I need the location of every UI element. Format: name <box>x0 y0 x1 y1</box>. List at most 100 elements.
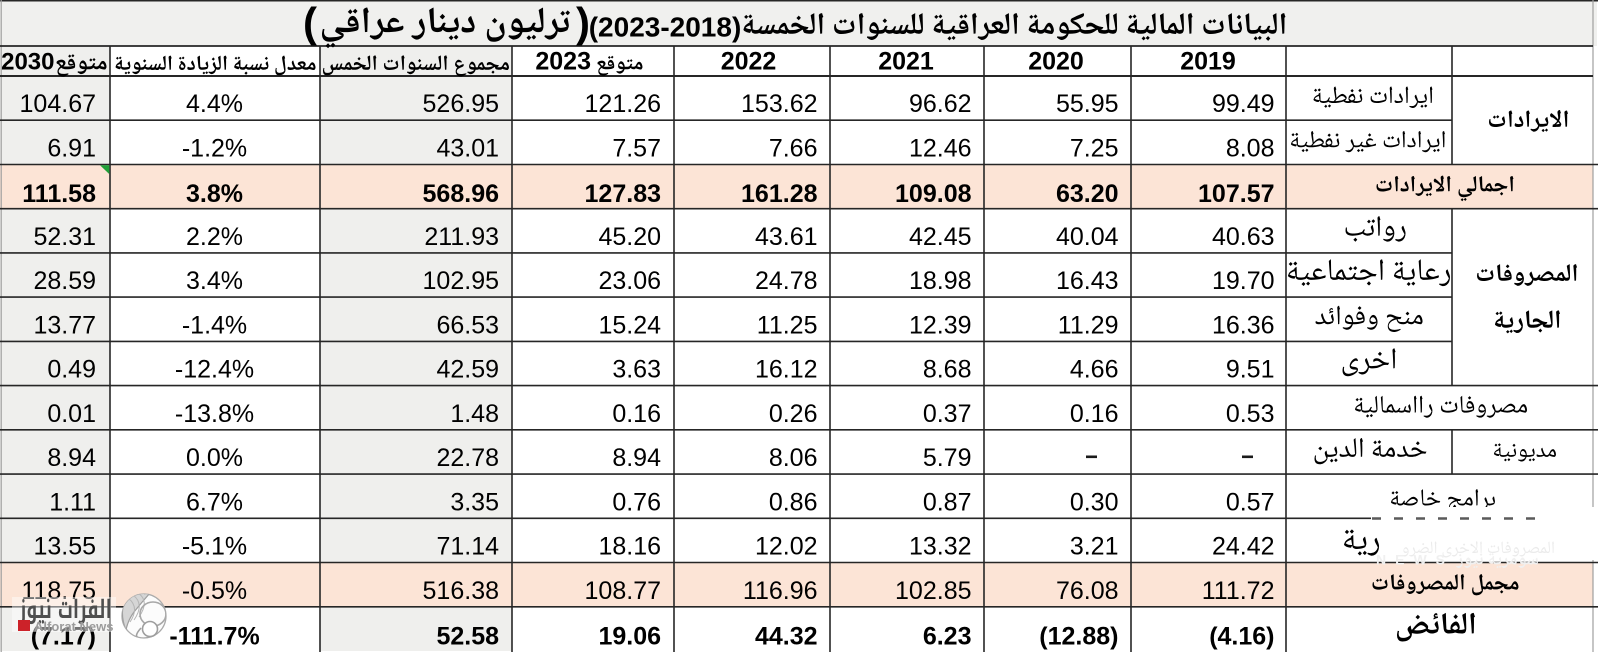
svg-text:121.26: 121.26 <box>585 90 661 118</box>
svg-text:42.59: 42.59 <box>436 356 499 384</box>
svg-text:161.28: 161.28 <box>741 180 818 208</box>
svg-text:11.29: 11.29 <box>1058 311 1119 339</box>
svg-text:-1.2%: -1.2% <box>182 135 247 163</box>
svg-text:16.43: 16.43 <box>1056 267 1119 295</box>
svg-text:43.01: 43.01 <box>436 135 499 163</box>
svg-text:13.32: 13.32 <box>909 533 972 561</box>
svg-text:5.79: 5.79 <box>923 444 972 472</box>
svg-text:3.35: 3.35 <box>450 488 499 516</box>
svg-text:96.62: 96.62 <box>909 90 972 118</box>
svg-text:18.98: 18.98 <box>909 267 972 295</box>
svg-text:0.76: 0.76 <box>612 488 661 516</box>
svg-text:71.14: 71.14 <box>436 533 499 561</box>
svg-text:3.4%: 3.4% <box>186 267 243 295</box>
svg-text:0.30: 0.30 <box>1070 488 1119 516</box>
svg-text:-0.5%: -0.5% <box>182 577 247 605</box>
svg-text:16.36: 16.36 <box>1212 311 1275 339</box>
svg-text:1.48: 1.48 <box>450 400 499 428</box>
svg-text:-13.8%: -13.8% <box>175 400 254 428</box>
svg-text:7.57: 7.57 <box>612 135 661 163</box>
svg-text:0.87: 0.87 <box>923 488 972 516</box>
svg-text:1.11: 1.11 <box>49 488 96 516</box>
svg-text:116.96: 116.96 <box>743 577 818 605</box>
svg-text:(12.88): (12.88) <box>1039 623 1118 651</box>
svg-text:): ) <box>576 0 590 46</box>
svg-text:6.91: 6.91 <box>47 135 96 163</box>
svg-text:Alforat News: Alforat News <box>34 619 113 634</box>
svg-text:-1.4%: -1.4% <box>182 311 247 339</box>
svg-text:4.66: 4.66 <box>1070 356 1119 384</box>
svg-text:2022: 2022 <box>721 48 777 76</box>
svg-text:8.94: 8.94 <box>612 444 661 472</box>
svg-text:118.75: 118.75 <box>21 577 96 605</box>
svg-text:23.06: 23.06 <box>598 267 661 295</box>
svg-text:8.08: 8.08 <box>1226 135 1275 163</box>
svg-text:40.04: 40.04 <box>1056 223 1119 251</box>
svg-text:12.46: 12.46 <box>909 135 972 163</box>
svg-text:0.01: 0.01 <box>47 400 96 428</box>
svg-text:0.26: 0.26 <box>769 400 818 428</box>
svg-text:211.93: 211.93 <box>424 223 499 251</box>
svg-text:0.0%: 0.0% <box>186 444 243 472</box>
svg-text:111.58: 111.58 <box>22 180 96 208</box>
svg-text:7.25: 7.25 <box>1070 135 1119 163</box>
svg-text:24.42: 24.42 <box>1212 533 1275 561</box>
svg-text:44.32: 44.32 <box>755 623 818 651</box>
svg-text:0.49: 0.49 <box>47 356 96 384</box>
svg-text:516.38: 516.38 <box>423 577 499 605</box>
svg-text:43.61: 43.61 <box>755 223 818 251</box>
svg-text:15.24: 15.24 <box>598 311 661 339</box>
svg-text:0.16: 0.16 <box>612 400 661 428</box>
svg-text:107.57: 107.57 <box>1198 180 1274 208</box>
svg-text:52.31: 52.31 <box>33 223 96 251</box>
svg-text:153.62: 153.62 <box>741 90 817 118</box>
svg-text:0.86: 0.86 <box>769 488 818 516</box>
svg-text:-12.4%: -12.4% <box>175 356 254 384</box>
svg-text:45.20: 45.20 <box>598 223 661 251</box>
svg-text:7.66: 7.66 <box>769 135 818 163</box>
svg-text:22.78: 22.78 <box>436 444 499 472</box>
svg-text:(4.16): (4.16) <box>1209 623 1274 651</box>
svg-text:102.95: 102.95 <box>423 267 499 295</box>
svg-text:109.08: 109.08 <box>895 180 972 208</box>
svg-text:8.06: 8.06 <box>769 444 818 472</box>
svg-text:2020: 2020 <box>1028 48 1084 76</box>
svg-text:NEWS: NEWS <box>1376 552 1454 568</box>
svg-text:0.53: 0.53 <box>1226 400 1275 428</box>
svg-text:66.53: 66.53 <box>436 311 499 339</box>
svg-text:8.94: 8.94 <box>47 444 96 472</box>
svg-text:0.16: 0.16 <box>1070 400 1119 428</box>
svg-text:99.49: 99.49 <box>1212 90 1275 118</box>
svg-text:9.51: 9.51 <box>1226 356 1275 384</box>
svg-text:568.96: 568.96 <box>423 180 499 208</box>
svg-text:12.02: 12.02 <box>755 533 818 561</box>
svg-text:108.77: 108.77 <box>585 577 661 605</box>
svg-text:6.23: 6.23 <box>923 623 972 651</box>
svg-text:(2023-2018): (2023-2018) <box>589 12 742 43</box>
svg-text:8.68: 8.68 <box>923 356 972 384</box>
svg-text:3.63: 3.63 <box>612 356 661 384</box>
svg-text:55.95: 55.95 <box>1056 90 1119 118</box>
svg-text:111.72: 111.72 <box>1202 577 1275 605</box>
svg-text:127.83: 127.83 <box>585 180 661 208</box>
svg-text:28.59: 28.59 <box>33 267 96 295</box>
svg-text:40.63: 40.63 <box>1212 223 1275 251</box>
svg-text:3.8%: 3.8% <box>186 180 243 208</box>
svg-text:13.55: 13.55 <box>33 533 96 561</box>
svg-text:102.85: 102.85 <box>895 577 971 605</box>
svg-text:52.58: 52.58 <box>436 623 499 651</box>
svg-text:(7.17): (7.17) <box>31 623 96 651</box>
svg-text:18.16: 18.16 <box>598 533 661 561</box>
svg-text:0.57: 0.57 <box>1226 488 1275 516</box>
svg-text:0.37: 0.37 <box>923 400 972 428</box>
svg-text:(: ( <box>303 0 317 46</box>
svg-text:13.77: 13.77 <box>33 311 96 339</box>
svg-text:-111.7%: -111.7% <box>169 623 259 651</box>
svg-text:76.08: 76.08 <box>1056 577 1119 605</box>
svg-text:3.21: 3.21 <box>1070 533 1119 561</box>
svg-text:2030: 2030 <box>1 49 54 76</box>
svg-text:24.78: 24.78 <box>755 267 818 295</box>
svg-text:42.45: 42.45 <box>909 223 972 251</box>
svg-text:-5.1%: -5.1% <box>182 533 247 561</box>
svg-text:4.4%: 4.4% <box>186 90 243 118</box>
